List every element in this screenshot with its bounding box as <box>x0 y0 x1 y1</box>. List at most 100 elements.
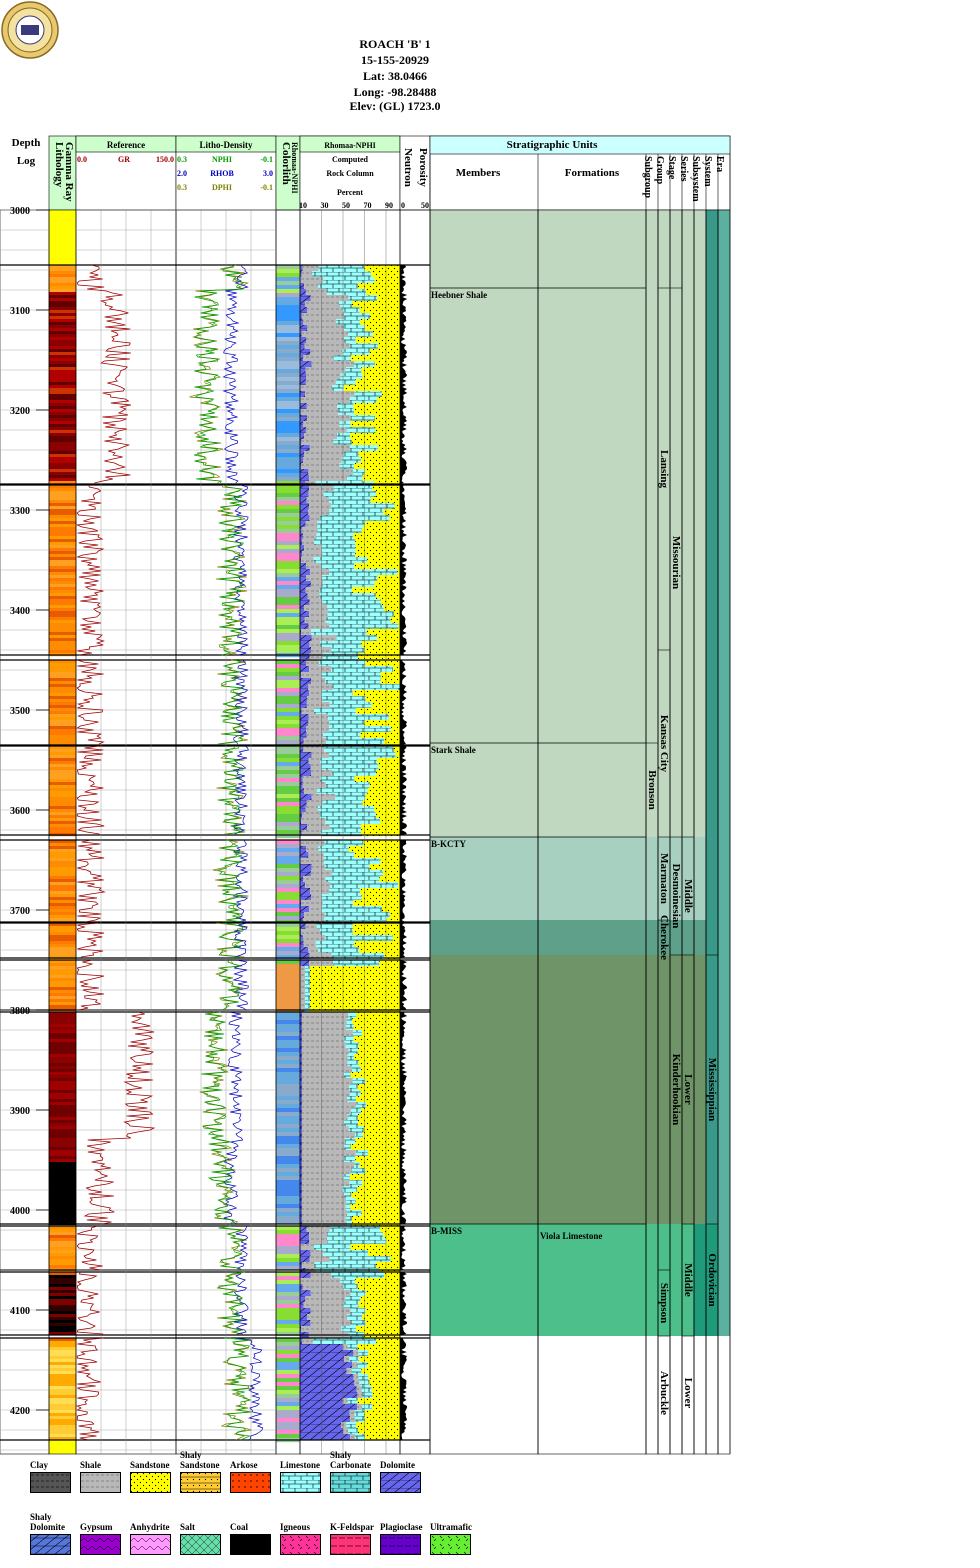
rock-column-segment <box>313 557 368 564</box>
lithology-band <box>49 364 76 368</box>
rock-column-segment <box>306 846 319 853</box>
rock-column-segment <box>319 593 376 600</box>
rock-column-segment <box>360 824 400 831</box>
colorlith-band <box>276 301 300 306</box>
rock-column-segment <box>358 1374 369 1381</box>
rock-column-segment <box>342 1284 358 1291</box>
rock-column-segment <box>300 355 303 362</box>
lithology-band <box>49 1341 76 1345</box>
rock-column-segment <box>343 1174 350 1181</box>
lithology-band <box>49 542 76 546</box>
colorlith-band <box>276 1164 300 1169</box>
lithology-band <box>49 1344 76 1348</box>
lithology-band <box>49 1072 76 1076</box>
rock-column-segment <box>319 587 353 594</box>
rock-column-segment <box>349 1416 355 1423</box>
lithology-band <box>49 1129 76 1133</box>
colorlith-band <box>276 1328 300 1333</box>
rock-column-segment <box>302 776 321 783</box>
lithology-band <box>49 518 76 522</box>
lithology-band <box>49 678 76 682</box>
rock-column-segment <box>300 678 312 685</box>
colorlith-band <box>276 708 300 713</box>
rock-column-segment <box>354 1410 365 1417</box>
rock-column-segment <box>300 599 310 606</box>
colorlith-band <box>276 473 300 478</box>
depth-tick-label: 4200 <box>10 1406 30 1417</box>
well-name: ROACH 'B' 1 <box>359 37 431 51</box>
rock-column-segment <box>350 415 375 422</box>
colorlith-band <box>276 860 300 865</box>
rock-column-segment <box>320 776 355 783</box>
rock-column-segment <box>347 1096 357 1103</box>
colorlith-band <box>276 1212 300 1217</box>
rock-column-segment <box>350 1108 361 1115</box>
rock-column-segment <box>300 1084 302 1091</box>
colorlith-band <box>276 1088 300 1093</box>
rock-column-segment <box>302 1060 348 1067</box>
colorlith-band <box>276 1108 300 1113</box>
rock-column-segment <box>352 690 400 697</box>
rock-column-segment <box>300 1410 350 1417</box>
rock-column-segment <box>300 696 307 703</box>
rock-column-segment <box>353 1374 359 1381</box>
lithology-band <box>49 635 76 639</box>
rock-column-segment <box>348 1048 358 1055</box>
rock-column-segment <box>363 840 400 847</box>
lithology-band <box>49 445 76 449</box>
gr-curve <box>76 1337 104 1441</box>
colorlith-band <box>276 597 300 602</box>
colorlith-band <box>276 453 300 458</box>
strat-unit-label: Cherokee <box>658 915 670 960</box>
percent-tick: 90 <box>385 201 393 210</box>
rock-column-segment <box>365 1320 400 1327</box>
lithology-band <box>49 1096 76 1100</box>
rock-column-segment <box>305 1268 317 1275</box>
rock-column-segment <box>323 1250 368 1257</box>
lithology-band <box>49 702 76 706</box>
rock-column-segment <box>349 343 379 350</box>
neutron-porosity-fill <box>400 660 408 745</box>
rock-column-segment <box>302 1156 345 1163</box>
legend-swatch <box>80 1472 121 1493</box>
rock-column-segment <box>300 1416 350 1423</box>
lithology-band <box>49 1168 76 1172</box>
colorlith-band <box>276 1320 300 1325</box>
rock-column-segment <box>371 702 400 709</box>
colorlith-band <box>276 513 300 518</box>
rock-column-segment <box>309 1232 328 1239</box>
rock-column-segment <box>300 1222 302 1229</box>
lithology-band <box>49 663 76 667</box>
rock-column-segment <box>300 770 311 777</box>
lithology-band <box>49 439 76 443</box>
rock-column-segment <box>327 605 384 612</box>
rock-column-segment <box>303 738 327 745</box>
rock-column-segment <box>300 788 304 795</box>
lithology-band <box>49 1183 76 1187</box>
rock-column-segment <box>300 1210 302 1217</box>
lithology-band <box>49 966 76 970</box>
rock-column-segment <box>368 1350 400 1357</box>
rock-column-segment <box>300 635 312 642</box>
rock-column-segment <box>300 1314 308 1321</box>
lithology-band <box>49 764 76 768</box>
rock-column-segment <box>310 984 400 991</box>
rock-column-segment <box>348 846 400 853</box>
rock-column-segment <box>300 533 303 540</box>
lithology-band <box>49 346 76 350</box>
lithology-band <box>49 800 76 804</box>
rock-column-segment <box>300 1302 304 1309</box>
neutron-header: Neutron <box>402 148 414 187</box>
rock-column-segment <box>395 752 400 759</box>
rock-column-segment <box>353 1036 400 1043</box>
rock-column-segment <box>305 1296 346 1303</box>
rock-column-segment <box>310 569 330 576</box>
lithology-band <box>49 779 76 783</box>
legend-label: Limestone <box>280 1460 320 1470</box>
rock-column-segment <box>364 1416 400 1423</box>
rock-column-segment <box>366 289 400 296</box>
rock-column-segment <box>358 1302 400 1309</box>
rock-column-segment <box>300 545 305 552</box>
rock-column-segment <box>352 1018 400 1025</box>
lithology-band <box>49 947 76 951</box>
